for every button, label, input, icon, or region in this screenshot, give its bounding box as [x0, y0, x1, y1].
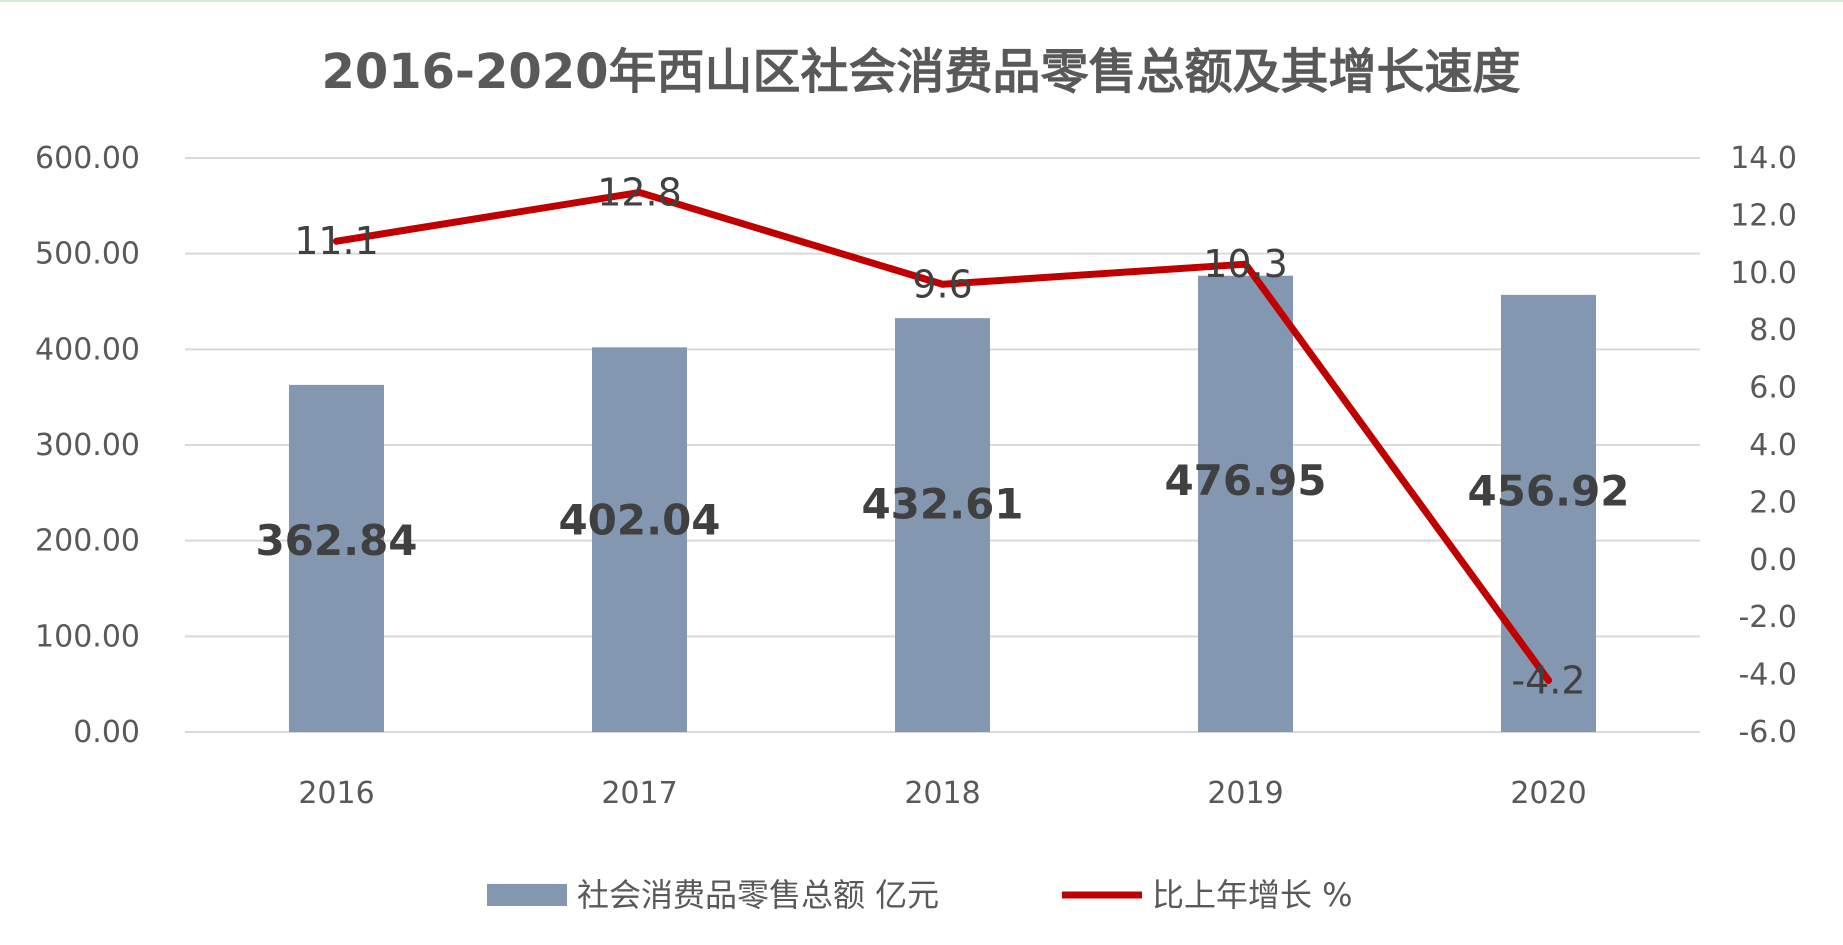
line-value-label: -4.2 [1511, 658, 1585, 702]
left-tick-label: 600.00 [35, 141, 140, 176]
line-value-label: 9.6 [912, 262, 972, 306]
bar [1198, 275, 1293, 732]
left-tick-label: 100.00 [35, 619, 140, 654]
bar [592, 347, 687, 732]
legend-label-line: 比上年增长 % [1152, 876, 1353, 914]
bar-value-label: 456.92 [1467, 467, 1629, 516]
right-tick-label: 0.0 [1749, 543, 1797, 578]
x-tick-label: 2019 [1207, 776, 1283, 811]
bar [289, 384, 384, 732]
legend-label-bars: 社会消费品零售总额 亿元 [577, 876, 939, 914]
legend: 社会消费品零售总额 亿元 比上年增长 % [487, 876, 1353, 914]
bar-value-label: 402.04 [558, 495, 720, 544]
top-border [0, 0, 1843, 2]
chart-title: 2016-2020年西山区社会消费品零售总额及其增长速度 [321, 44, 1520, 100]
bar-value-label: 432.61 [861, 479, 1023, 528]
bar-value-label: 362.84 [255, 516, 417, 565]
bar-value-label: 476.95 [1164, 456, 1326, 505]
right-tick-label: -2.0 [1738, 600, 1797, 635]
bar-data-labels: 362.84 402.04 432.61 476.95 456.92 [255, 456, 1629, 565]
right-tick-label: -4.0 [1738, 658, 1797, 693]
right-tick-label: -6.0 [1738, 715, 1797, 750]
left-tick-label: 0.00 [73, 715, 140, 750]
left-tick-label: 400.00 [35, 332, 140, 367]
right-tick-label: 2.0 [1749, 485, 1797, 520]
left-y-axis: 0.00 100.00 200.00 300.00 400.00 500.00 600.00 [35, 141, 140, 750]
x-tick-label: 2020 [1510, 776, 1586, 811]
legend-swatch-bars [487, 884, 567, 906]
line-point [1545, 676, 1552, 684]
line-point [333, 237, 340, 245]
left-tick-label: 200.00 [35, 524, 140, 559]
right-tick-label: 4.0 [1749, 428, 1797, 463]
line-data-labels: 11.1 12.8 9.6 10.3 -4.2 [294, 170, 1585, 702]
bar [1501, 294, 1596, 732]
left-tick-label: 500.00 [35, 237, 140, 272]
x-tick-label: 2018 [904, 776, 980, 811]
line-value-label: 10.3 [1203, 242, 1288, 286]
x-tick-label: 2017 [601, 776, 677, 811]
line-value-label: 11.1 [294, 219, 379, 263]
right-tick-label: 10.0 [1730, 256, 1797, 291]
line-series [333, 188, 1552, 684]
line-point [939, 280, 946, 288]
right-tick-label: 8.0 [1749, 313, 1797, 348]
bar-series [289, 275, 1596, 732]
x-tick-label: 2016 [298, 776, 374, 811]
line-point [1242, 260, 1249, 268]
line-value-label: 12.8 [597, 170, 682, 214]
x-axis: 2016 2017 2018 2019 2020 [298, 776, 1586, 811]
right-tick-label: 14.0 [1730, 141, 1797, 176]
right-tick-label: 6.0 [1749, 371, 1797, 406]
left-tick-label: 300.00 [35, 428, 140, 463]
right-tick-label: 12.0 [1730, 198, 1797, 233]
bar [895, 318, 990, 732]
right-y-axis: -6.0 -4.0 -2.0 0.0 2.0 4.0 6.0 8.0 10.0 12.0 14.0 [1730, 141, 1797, 750]
line-point [636, 188, 643, 196]
